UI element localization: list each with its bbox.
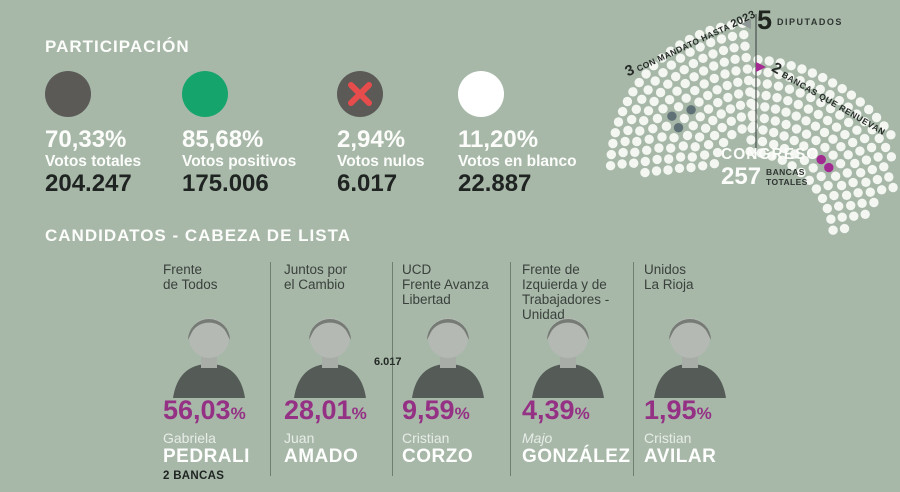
total-votes-circle-icon — [45, 71, 91, 117]
candidate-card: Frente de Izquierda y de Trabajadores - … — [522, 262, 640, 480]
candidate-last-name: CORZO — [402, 446, 474, 467]
candidate-first-name: Juan — [284, 430, 315, 446]
candidate-photo — [294, 318, 366, 398]
blank-votes-label: Votos en blanco — [458, 153, 577, 170]
congress-total-number: 257 — [721, 163, 762, 190]
candidate-first-name: Gabriela — [163, 430, 216, 446]
candidate-last-name: PEDRALI — [163, 446, 250, 467]
positive-votes-label: Votos positivos — [182, 153, 297, 170]
card-divider — [392, 262, 393, 476]
participation-blank-votes: 11,20% Votos en blanco 22.887 — [458, 71, 608, 197]
null-votes-label: Votos nulos — [337, 153, 425, 170]
party-name: Frente de Izquierda y de Trabajadores - … — [522, 262, 610, 322]
party-name: UCD Frente Avanza Libertad — [402, 262, 489, 307]
deputies-annotation: 5 DIPUTADOS — [757, 7, 843, 34]
party-name: Frente de Todos — [163, 262, 218, 292]
party-name: Juntos por el Cambio — [284, 262, 348, 292]
card-divider — [270, 262, 271, 476]
positive-votes-value: 175.006 — [182, 170, 269, 197]
participation-title: PARTICIPACIÓN — [45, 37, 190, 56]
party-name: Unidos La Rioja — [644, 262, 694, 292]
participation-null-votes: 2,94% Votos nulos 6.017 — [337, 71, 487, 197]
participation-total-votes: 70,33% Votos totales 204.247 — [45, 71, 195, 197]
blank-votes-value: 22.887 — [458, 170, 532, 197]
card-divider — [633, 262, 634, 476]
candidate-percentage: 1,95% — [644, 395, 712, 425]
mandato-annotation: 3 CON MANDATO HASTA 2023 — [622, 8, 758, 81]
total-votes-value: 204.247 — [45, 170, 132, 197]
positive-votes-pct: 85,68% — [182, 126, 264, 153]
null-votes-circle-icon — [337, 71, 383, 117]
candidates-title: CANDIDATOS - CABEZA DE LISTA — [45, 226, 351, 245]
candidate-seats-note: 2 BANCAS — [163, 470, 225, 482]
positive-votes-circle-icon — [182, 71, 228, 117]
candidate-photo — [654, 318, 726, 398]
null-votes-pct: 2,94% — [337, 126, 406, 153]
congress-word: CONGRESO — [721, 146, 820, 163]
candidate-percentage: 4,39% — [522, 395, 590, 425]
candidate-photo — [173, 318, 245, 398]
congress-total: CONGRESO 257 BANCAS TOTALES — [721, 146, 820, 190]
candidate-percentage: 28,01% — [284, 395, 367, 425]
candidate-card: UCD Frente Avanza Libertad 9,59% Cristian C… — [402, 262, 520, 480]
stray-value: 6.017 — [374, 356, 402, 368]
candidate-percentage: 9,59% — [402, 395, 470, 425]
blank-votes-circle-icon — [458, 71, 504, 117]
candidate-card: Frente de Todos 56,03% Gabriela PEDRALI 2 BA… — [163, 262, 281, 482]
candidate-first-name: Majo — [522, 430, 553, 446]
card-divider — [510, 262, 511, 476]
arrow-right-icon — [756, 62, 766, 72]
candidate-card: Juntos por el Cambio 28,01% Juan AMADO — [284, 262, 402, 480]
blank-votes-pct: 11,20% — [458, 126, 539, 153]
total-votes-pct: 70,33% — [45, 126, 127, 153]
candidate-first-name: Cristian — [402, 430, 450, 446]
x-icon — [348, 82, 372, 106]
deputies-count: 5 — [757, 5, 773, 35]
candidate-first-name: Cristian — [644, 430, 692, 446]
deputies-label: DIPUTADOS — [777, 17, 843, 27]
candidate-last-name: GONZÁLEZ — [522, 446, 631, 467]
candidate-photo — [532, 318, 604, 398]
candidate-last-name: AMADO — [284, 446, 359, 467]
congress-total-label: BANCAS TOTALES — [766, 167, 808, 187]
total-votes-label: Votos totales — [45, 153, 142, 170]
candidate-percentage: 56,03% — [163, 395, 246, 425]
null-votes-value: 6.017 — [337, 170, 398, 197]
renuevan-annotation: 2 BANCAS QUE RENUEVAN — [768, 59, 888, 138]
candidate-photo — [412, 318, 484, 398]
arrow-left-icon — [741, 19, 751, 29]
candidate-card: Unidos La Rioja 1,95% Cristian AVILAR — [644, 262, 762, 480]
candidate-last-name: AVILAR — [644, 446, 717, 467]
participation-positive-votes: 85,68% Votos positivos 175.006 — [182, 71, 332, 197]
